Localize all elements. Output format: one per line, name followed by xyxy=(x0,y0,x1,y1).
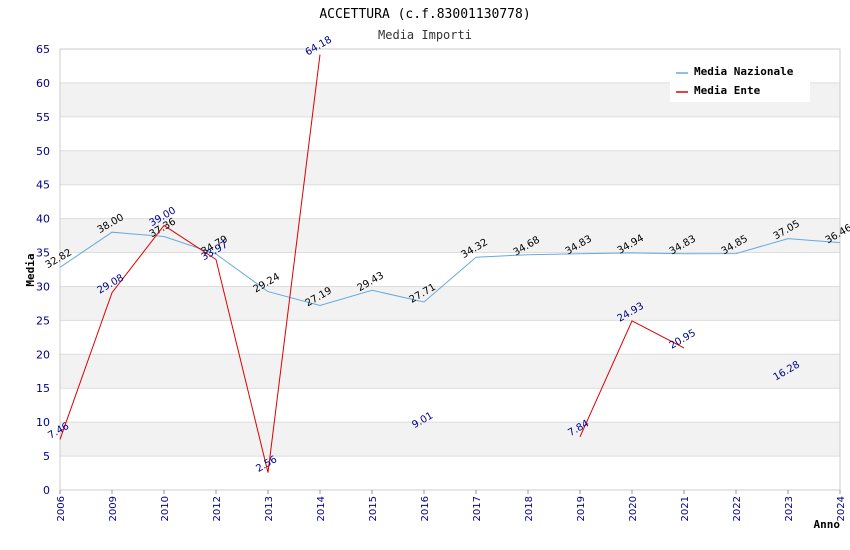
plot-band xyxy=(60,422,840,457)
y-tick-label: 55 xyxy=(36,111,50,124)
y-tick-label: 0 xyxy=(43,484,50,497)
chart-subtitle: Media Importi xyxy=(378,28,472,42)
series-line-nazionale xyxy=(59,231,841,307)
x-tick-label: 2013 xyxy=(264,496,275,521)
x-tick-label: 2012 xyxy=(212,496,223,521)
y-tick-label: 10 xyxy=(36,416,50,429)
series-group xyxy=(59,54,841,473)
y-tick-label: 65 xyxy=(36,43,50,56)
plot-band xyxy=(60,116,840,151)
y-tick-label: 45 xyxy=(36,179,50,192)
y-tick-label: 5 xyxy=(43,450,50,463)
legend: Media Nazionale Media Ente xyxy=(670,60,810,102)
x-axis-label: Anno xyxy=(814,518,841,531)
plot-band xyxy=(60,388,840,423)
plot-band xyxy=(60,252,840,287)
y-tick-label: 25 xyxy=(36,314,50,327)
y-axis-label: Media xyxy=(24,253,37,286)
plot-background xyxy=(60,49,840,490)
x-tick-label: 2023 xyxy=(784,496,795,521)
y-tick-label: 30 xyxy=(36,280,50,293)
legend-label-nazionale: Media Nazionale xyxy=(694,65,794,78)
plot-band xyxy=(60,320,840,355)
series-line-ente xyxy=(59,54,321,473)
x-tick-label: 2006 xyxy=(56,496,67,521)
x-tick-label: 2014 xyxy=(316,496,327,521)
x-tick-label: 2015 xyxy=(368,496,379,521)
plot-band xyxy=(60,456,840,490)
series-line-ente xyxy=(579,320,685,438)
plot-band xyxy=(60,218,840,253)
x-tick-label: 2021 xyxy=(680,496,691,521)
x-tick-label: 2009 xyxy=(108,496,119,521)
legend-label-ente: Media Ente xyxy=(694,84,761,97)
x-tick-label: 2024 xyxy=(836,496,847,521)
y-axis-ticks: 0 5 10 15 20 25 30 35 40 45 50 55 60 65 xyxy=(36,43,50,497)
plot-band xyxy=(60,286,840,321)
x-tick-label: 2016 xyxy=(420,496,431,521)
y-tick-label: 50 xyxy=(36,145,50,158)
y-tick-label: 35 xyxy=(36,247,50,260)
y-tick-label: 15 xyxy=(36,382,50,395)
y-tick-label: 60 xyxy=(36,77,50,90)
x-tick-label: 2020 xyxy=(628,496,639,521)
x-tick-label: 2010 xyxy=(160,496,171,521)
chart-title: ACCETTURA (c.f.83001130778) xyxy=(319,7,530,22)
x-tick-label: 2022 xyxy=(732,496,743,521)
x-axis-ticks: 2006 2009 2010 2012 2013 2014 2015 2016 2017 2018… xyxy=(56,490,847,521)
y-tick-label: 20 xyxy=(36,348,50,361)
y-tick-label: 40 xyxy=(36,213,50,226)
x-tick-label: 2018 xyxy=(524,496,535,521)
legend-box xyxy=(670,60,810,102)
plot-band xyxy=(60,354,840,389)
x-tick-label: 2019 xyxy=(576,496,587,521)
plot-band xyxy=(60,184,840,219)
x-tick-label: 2017 xyxy=(472,496,483,521)
plot-frame xyxy=(59,48,841,491)
plot-band xyxy=(60,150,840,185)
